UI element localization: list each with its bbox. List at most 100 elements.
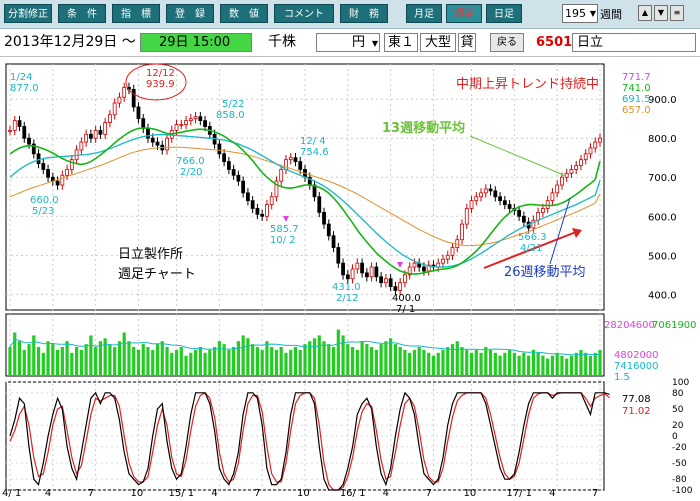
ma26-label: 26週移動平均 [504,265,586,280]
candle [336,247,341,264]
volume-bar [327,344,331,376]
split-button[interactable]: 分割修正 [4,4,52,23]
candle [474,196,479,202]
candle [250,200,255,209]
num-button[interactable]: 数 値 [220,4,268,23]
scroll-up-icon[interactable]: ▲ [638,5,652,21]
candle [393,286,398,291]
x-tick-label: 16/ 1 [340,488,366,498]
volume-bar [170,352,174,376]
candle [12,120,17,131]
date-from: 2013年12月29日 ～ [4,34,136,50]
candle [274,180,279,198]
volume-bar [27,344,31,376]
stoch-tick-label: -50 [672,459,687,469]
day-button[interactable]: 日足 [486,4,522,23]
volume-bar [8,347,12,376]
candle [412,262,417,268]
x-tick-label: 7 [88,488,94,498]
period-unit: 週間 [600,8,622,21]
volume-bar [308,341,312,376]
mon-button[interactable]: 月足 [406,4,442,23]
back-button[interactable]: 戻る [490,33,524,52]
volume-bar [408,352,412,376]
candle [445,254,450,260]
candle [174,124,179,131]
trend-arrowhead [572,228,582,238]
candle [364,272,369,278]
candle [279,169,284,182]
period-select[interactable]: 195 ▼ [562,4,598,23]
volume-bar [284,352,288,376]
volume-bar [336,329,340,376]
volume-bar [460,347,464,376]
volume-bar [203,352,207,376]
volume-bar [412,349,417,376]
candle [555,184,560,194]
price-point-label: 566.3 [518,232,547,243]
candle [27,137,31,145]
candle [246,192,250,202]
candle [198,116,203,122]
volume-bar [593,352,597,376]
volume-bar [565,358,569,376]
cmt-button[interactable]: コメント [274,4,334,23]
candle [374,266,379,278]
candle [560,176,564,186]
volume-bar [446,347,450,376]
candle [588,147,593,155]
fin-button[interactable]: 財 務 [340,4,388,23]
candle [88,133,93,139]
candle [317,196,322,213]
volume-bar [522,352,526,376]
volume-bar [236,341,240,376]
price-tick-label: 700.0 [648,173,677,184]
scroll-down-icon[interactable]: ▼ [654,5,668,21]
volume-bar [198,347,202,376]
candle [521,215,526,223]
stock-name: 日立 [572,33,696,52]
menu-icon[interactable]: ≡ [670,5,684,21]
volume-bar [255,347,260,376]
candle [341,262,345,276]
volume-bar [113,347,117,376]
volume-bar [241,335,245,376]
volume-bar [431,355,436,376]
candle [36,153,41,164]
candle [231,169,236,176]
candle [517,210,522,217]
x-tick-label: 15/ 1 [169,488,195,498]
currency-select[interactable]: 円 ▼ [316,33,380,52]
candle [103,122,108,135]
candle [226,161,231,170]
candle [541,208,545,213]
candle [284,159,288,170]
x-tick-label: 10 [297,488,310,498]
date-to-field[interactable]: 29日 15:00 [140,33,252,52]
candle [293,157,298,163]
candle [222,153,227,163]
candle [422,266,426,272]
candle [450,247,455,256]
volume-bar [450,344,455,376]
volume-bar [103,338,107,376]
cond-button[interactable]: 条 件 [58,4,106,23]
volume-bar [555,352,559,376]
candle [93,129,98,139]
ind-button[interactable]: 指 標 [112,4,160,23]
price-point-label: 1/24 [10,72,32,83]
volume-bar [227,349,231,376]
price-point-label: 766.0 [176,156,205,167]
reg-button[interactable]: 登 録 [166,4,214,23]
week-button[interactable]: 週足 [446,4,482,23]
info-bar: 2013年12月29日 ～ 29日 15:00 千株 円 ▼ 東１ 大型 貸 戻る… [0,30,700,57]
volume-bar [132,347,136,376]
volume-bar [46,341,50,376]
volume-bar [136,349,141,376]
volume-bar [531,349,535,376]
chevron-down-icon: ▼ [589,9,596,18]
volume-legend-value: 28204600 [604,320,655,331]
volume-bar [13,332,17,376]
price-point-label: 400.0 [392,293,421,304]
candle [98,129,103,135]
